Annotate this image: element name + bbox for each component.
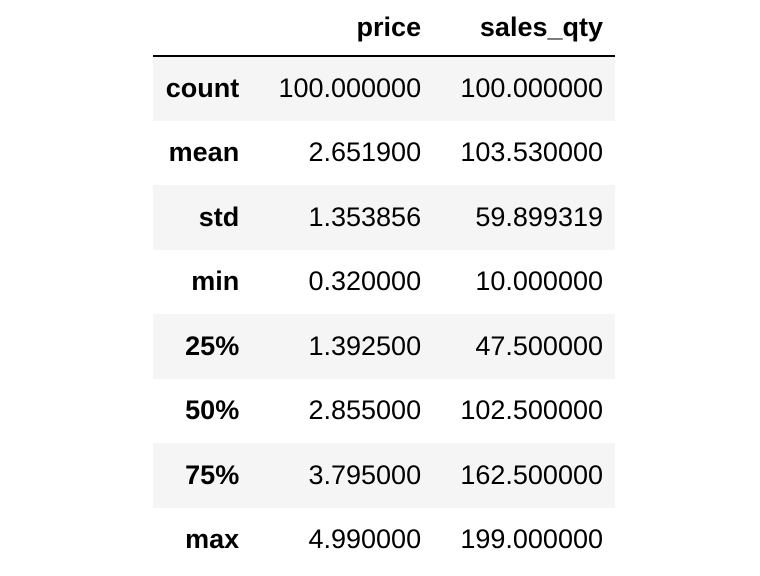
table-cell: 162.500000 (460, 459, 603, 490)
table-cell: 4.990000 (308, 524, 422, 555)
table-row: std 1.353856 59.899319 (153, 185, 615, 250)
table-cell: 59.899319 (475, 201, 603, 232)
table-cell: 0.320000 (308, 266, 422, 297)
table-cell: 1.392500 (308, 330, 422, 361)
table-cell: 47.500000 (475, 330, 603, 361)
row-label: 25% (185, 330, 240, 361)
table-row: count 100.000000 100.000000 (153, 56, 615, 121)
index-header (153, 0, 252, 57)
table-cell: 102.500000 (460, 395, 603, 426)
table-row: 25% 1.392500 47.500000 (153, 314, 615, 379)
table-header: price sales_qty (153, 0, 615, 57)
table-cell: 2.651900 (308, 137, 422, 168)
table-row: mean 2.651900 103.530000 (153, 120, 615, 185)
table-cell: 2.855000 (308, 395, 422, 426)
column-header-sales-qty: sales_qty (433, 0, 615, 57)
table-row: max 4.990000 199.000000 (153, 507, 615, 572)
describe-table: price sales_qty count 100.000000 100.000… (153, 0, 615, 572)
table-row: min 0.320000 10.000000 (153, 249, 615, 314)
table-body: count 100.000000 100.000000 mean 2.65190… (153, 56, 615, 572)
table-cell: 199.000000 (460, 524, 603, 555)
table-cell: 100.000000 (460, 73, 603, 104)
table-cell: 1.353856 (308, 201, 422, 232)
row-label: count (165, 73, 240, 104)
row-label: mean (168, 137, 240, 168)
table-cell: 10.000000 (475, 266, 603, 297)
table-row: 75% 3.795000 162.500000 (153, 443, 615, 508)
column-header-price: price (251, 0, 434, 57)
header-row: price sales_qty (153, 0, 615, 57)
table-cell: 103.530000 (460, 137, 603, 168)
row-label: 75% (185, 459, 240, 490)
table-cell: 100.000000 (278, 73, 422, 104)
row-label: 50% (185, 395, 240, 426)
row-label: min (191, 266, 240, 297)
dataframe-output: price sales_qty count 100.000000 100.000… (153, 0, 615, 572)
table-cell: 3.795000 (308, 459, 422, 490)
row-label: std (198, 201, 240, 232)
row-label: max (185, 524, 240, 555)
table-row: 50% 2.855000 102.500000 (153, 378, 615, 443)
